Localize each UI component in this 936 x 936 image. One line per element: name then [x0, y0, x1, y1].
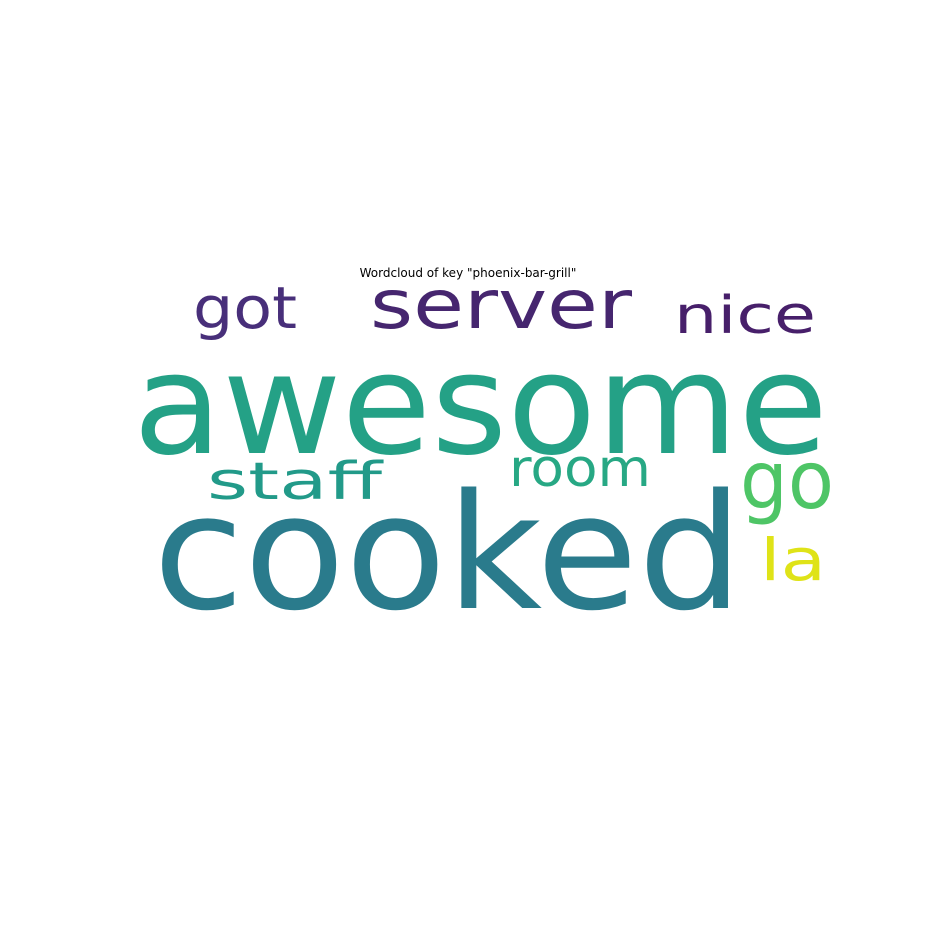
- word-nice: nice: [674, 286, 816, 346]
- word-la: la: [760, 526, 826, 594]
- word-staff: staff: [207, 452, 384, 512]
- word-room: room: [509, 439, 651, 499]
- word-cooked: cooked: [153, 459, 743, 646]
- figure-title: Wordcloud of key "phoenix-bar-grill": [359, 266, 577, 280]
- word-go: go: [740, 434, 834, 527]
- word-server: server: [370, 266, 632, 345]
- word-awesome: awesome: [133, 324, 828, 487]
- word-got: got: [193, 274, 297, 342]
